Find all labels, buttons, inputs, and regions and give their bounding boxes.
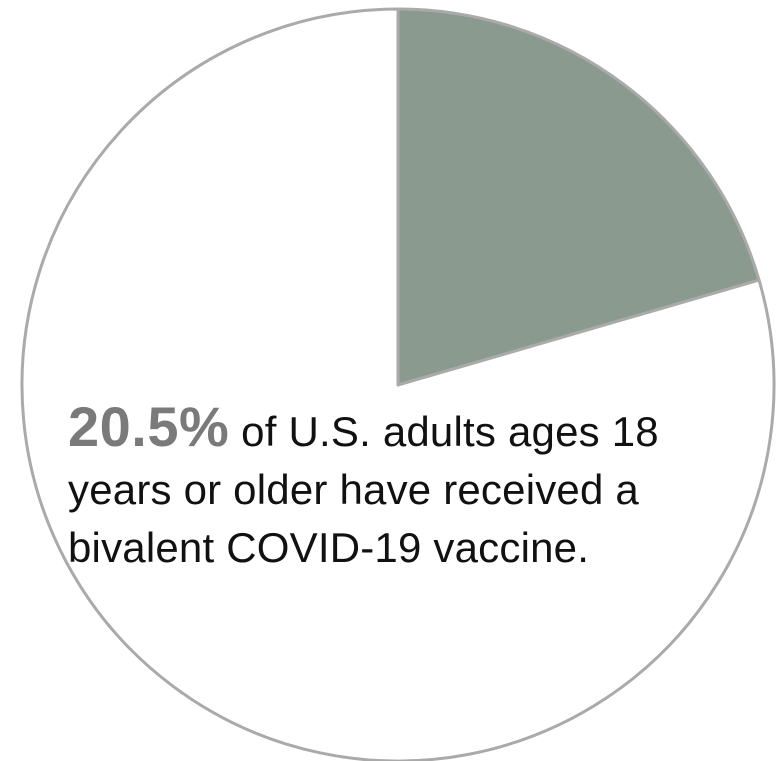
percentage-value: 20.5%: [68, 395, 230, 458]
pie-slice-1: [20, 7, 776, 761]
pie-annotation: 20.5% of U.S. adults ages 18 years or ol…: [68, 398, 738, 577]
pie-slice-0: [396, 7, 761, 387]
annotation-text: of U.S. adults ages 18 years or older ha…: [68, 408, 659, 571]
